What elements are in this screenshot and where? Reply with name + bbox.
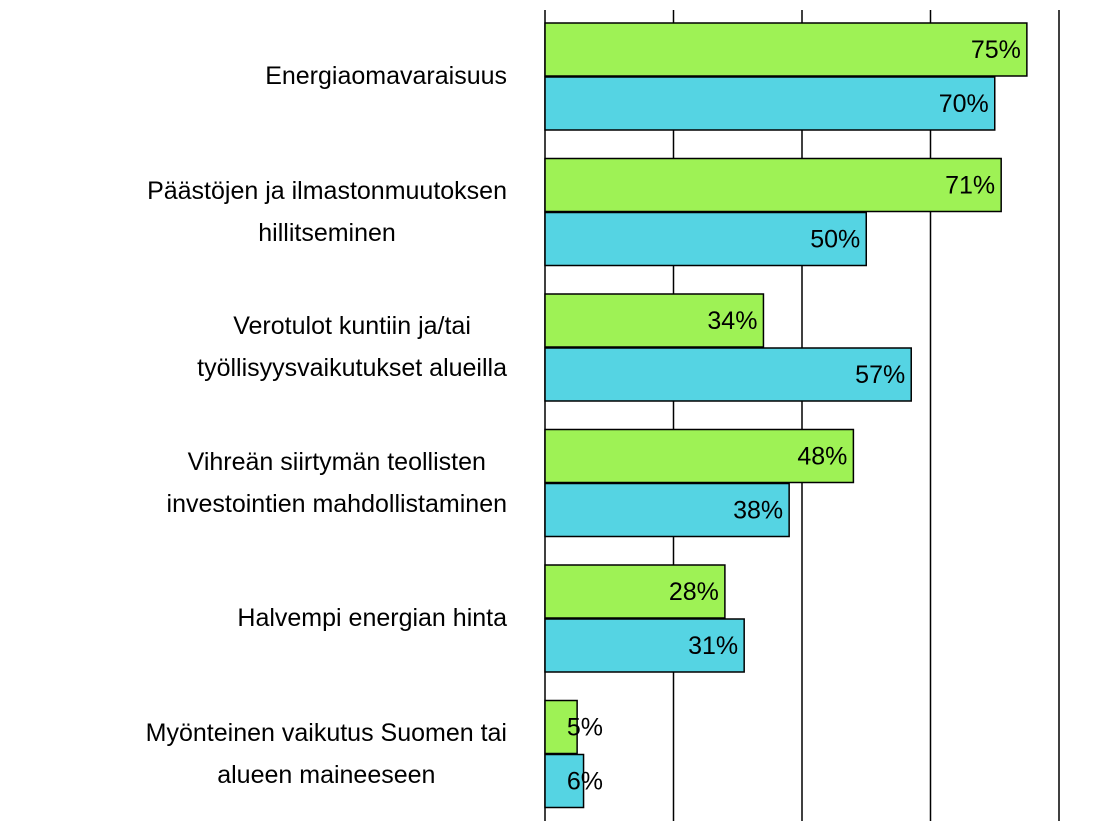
value-label: 34% (707, 307, 757, 335)
value-label: 70% (939, 90, 989, 118)
bar (544, 22, 1028, 77)
category-label: Päästöjen ja ilmastonmuutoksen hillitsem… (147, 176, 507, 247)
value-label: 38% (733, 497, 783, 525)
category-label: Halvempi energian hinta (237, 604, 507, 632)
category-label: Verotulot kuntiin ja/tai työllisyysvaiku… (197, 312, 507, 382)
bar (544, 211, 867, 267)
value-label: 71% (945, 172, 995, 200)
bar (544, 564, 726, 619)
value-label: 50% (810, 226, 860, 254)
category-label: Energiaomavaraisuus (265, 62, 507, 90)
value-label: 57% (855, 361, 905, 389)
value-label: 6% (567, 768, 603, 796)
category-label: Vihreän siirtymän teollisten investointi… (166, 447, 507, 518)
bar (544, 347, 912, 402)
bar (544, 618, 745, 673)
category-label: Myönteinen vaikutus Suomen tai alueen ma… (145, 718, 507, 789)
bar (544, 482, 790, 538)
bar (544, 428, 855, 484)
bar (544, 699, 578, 755)
value-label: 28% (669, 578, 719, 606)
bar (544, 753, 585, 809)
value-label: 75% (971, 36, 1021, 64)
bar (544, 157, 1002, 213)
bar (544, 293, 765, 348)
bar (544, 76, 996, 131)
value-label: 48% (797, 443, 847, 471)
value-label: 31% (688, 632, 738, 660)
value-label: 5% (567, 714, 603, 742)
